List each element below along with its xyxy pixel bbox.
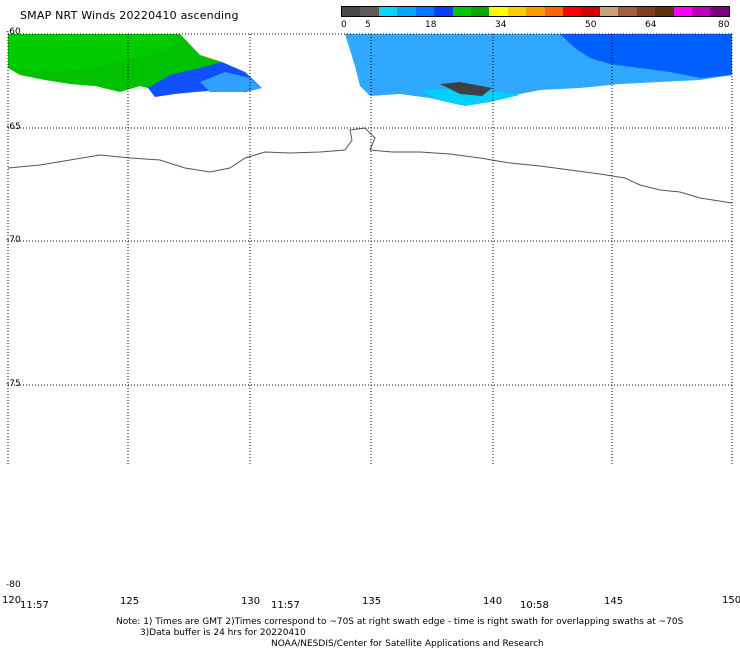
wind-swath-blue-right-dark: [560, 34, 732, 78]
time-label-2: 11:57: [271, 600, 300, 611]
legend-color-segment: [452, 7, 471, 16]
lat-label-80: -80: [6, 580, 21, 590]
credit-text: NOAA/NESDIS/Center for Satellite Applica…: [271, 639, 544, 649]
wind-swath-cyan: [420, 88, 520, 106]
lat-label-75: -75: [6, 379, 21, 389]
legend-color-segment: [342, 7, 361, 16]
wind-swath-green-dark: [8, 34, 180, 72]
legend-color-segment: [360, 7, 379, 16]
legend-color-segment: [655, 7, 674, 16]
land-mask-gray: [440, 82, 492, 96]
legend-tick-64: 64: [645, 20, 657, 30]
legend-tick-34: 34: [495, 20, 507, 30]
lat-label-65: -65: [6, 122, 21, 132]
lat-label-70: -70: [6, 235, 21, 245]
legend-tick-0: 0: [341, 20, 347, 30]
chart-title: SMAP NRT Winds 20220410 ascending: [20, 9, 239, 22]
legend-color-segment: [489, 7, 508, 16]
legend-tick-50: 50: [585, 20, 597, 30]
legend-color-segment: [434, 7, 453, 16]
footnote-line-1: Note: 1) Times are GMT 2)Times correspon…: [116, 617, 684, 627]
legend-color-segment: [692, 7, 711, 16]
legend-color-segment: [415, 7, 435, 16]
lat-label-60: -60: [6, 27, 21, 37]
legend-tick-80: 80: [718, 20, 730, 30]
legend-color-segment: [470, 7, 490, 16]
legend-color-segment: [710, 7, 729, 16]
coastline: [7, 127, 733, 204]
wind-speed-color-legend: [341, 6, 730, 17]
lon-label-120: 120: [2, 595, 22, 606]
legend-color-segment: [563, 7, 582, 16]
legend-color-segment: [544, 7, 564, 16]
legend-color-segment: [397, 7, 416, 16]
footnote: Note: 1) Times are GMT 2)Times correspon…: [116, 617, 683, 639]
lon-label-140: 140: [483, 596, 503, 607]
legend-color-segment: [599, 7, 619, 16]
legend-color-segment: [526, 7, 545, 16]
lon-label-135: 135: [362, 596, 382, 607]
lon-label-150: 150: [722, 595, 740, 606]
lon-label-130: 130: [241, 596, 261, 607]
time-label-1: 11:57: [20, 600, 49, 611]
legend-color-segment: [618, 7, 637, 16]
footnote-line-2: 3)Data buffer is 24 hrs for 20220410: [140, 628, 306, 638]
legend-color-segment: [507, 7, 527, 16]
legend-color-segment: [378, 7, 398, 16]
legend-tick-5: 5: [365, 20, 371, 30]
time-label-3: 10:58: [520, 600, 549, 611]
legend-tick-18: 18: [425, 20, 437, 30]
wind-swath-blue-left-light: [200, 72, 262, 92]
lon-label-125: 125: [120, 596, 140, 607]
legend-color-segment: [581, 7, 600, 16]
legend-color-segment: [673, 7, 693, 16]
graticule: [7, 33, 733, 465]
legend-color-segment: [636, 7, 656, 16]
lon-label-145: 145: [604, 596, 624, 607]
